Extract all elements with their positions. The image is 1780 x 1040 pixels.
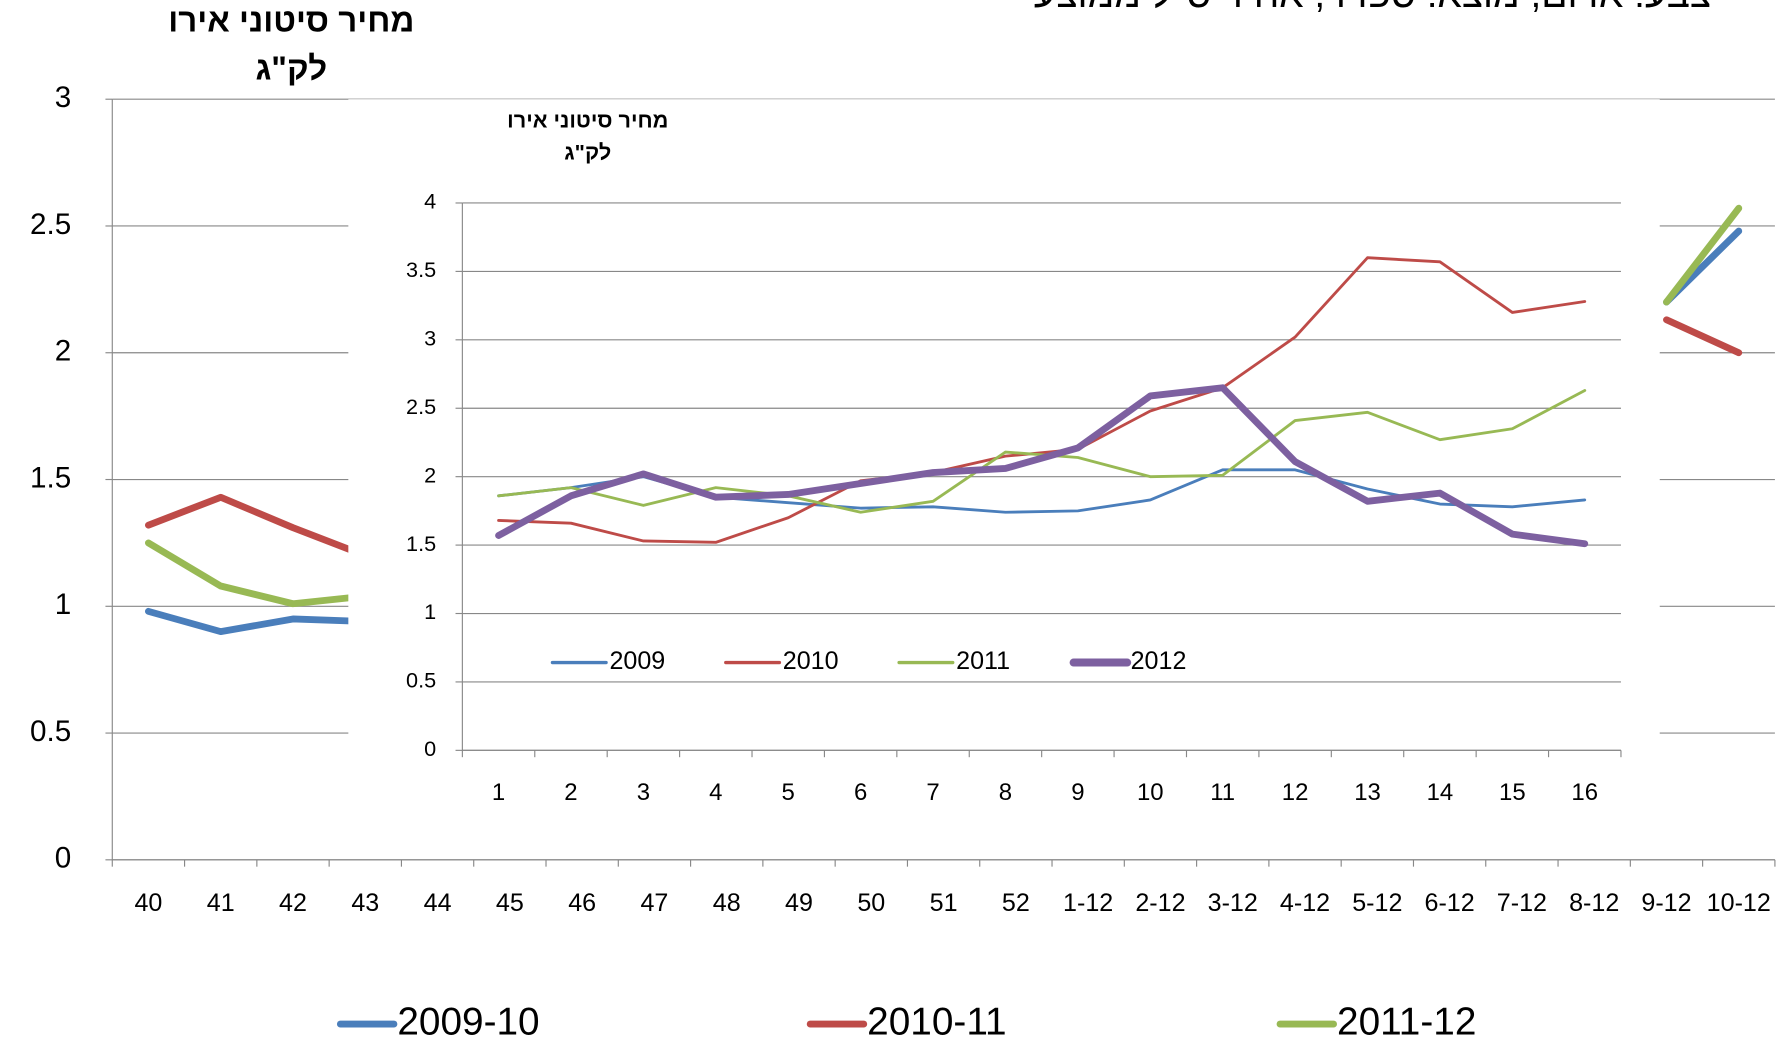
x-tick-label: 47 — [640, 889, 668, 917]
legend-label: 2011 — [956, 647, 1010, 675]
x-tick-label: 43 — [351, 889, 379, 917]
x-tick-label: 15 — [1499, 779, 1526, 806]
y-tick-label: 4 — [424, 189, 436, 214]
x-tick-label: 9-12 — [1641, 889, 1691, 917]
y-tick-label: 3 — [424, 326, 436, 351]
x-tick-label: 13 — [1354, 779, 1381, 806]
y-tick-label: 1.5 — [30, 461, 71, 494]
x-tick-label: 9 — [1071, 779, 1084, 806]
x-tick-label: 7-12 — [1497, 889, 1547, 917]
x-tick-label: 46 — [568, 889, 596, 917]
x-tick-label: 14 — [1427, 779, 1454, 806]
chart-title: מחיר סיטוני אירו — [507, 108, 668, 133]
series-line — [497, 256, 1587, 544]
y-tick-label: 0.5 — [30, 715, 71, 748]
y-tick-label: 2.5 — [30, 208, 71, 241]
x-tick-label: 6-12 — [1425, 889, 1475, 917]
y-tick-label: 1 — [424, 599, 436, 624]
y-tick-label: 2.5 — [406, 394, 436, 419]
legend-label: 2011-12 — [1337, 1000, 1476, 1040]
x-tick-label: 5-12 — [1352, 889, 1402, 917]
chart-title: לק"ג — [255, 50, 327, 87]
x-tick-label: 2 — [564, 779, 577, 806]
x-tick-label: 10 — [1137, 779, 1164, 806]
x-tick-label: 1-12 — [1063, 889, 1113, 917]
x-tick-label: 8-12 — [1569, 889, 1619, 917]
caption: צבע: אדום, מוצא: ספרד, אחיד ס"ל ממוצע — [1034, 0, 1711, 16]
x-tick-label: 16 — [1571, 779, 1598, 806]
inset-chart: 00.511.522.533.541 2 3 4 5 6 7 8 9 10 11 12 13 14 15 16… — [406, 108, 1622, 806]
x-tick-label: 10-12 — [1707, 889, 1771, 917]
x-tick-label: 4-12 — [1280, 889, 1330, 917]
y-tick-label: 1 — [55, 588, 71, 621]
y-tick-label: 3 — [55, 81, 71, 114]
y-tick-label: 0 — [55, 842, 71, 875]
x-tick-label: 48 — [713, 889, 741, 917]
x-tick-label: 8 — [999, 779, 1012, 806]
x-tick-label: 4 — [709, 779, 722, 806]
y-tick-label: 2 — [424, 462, 436, 487]
y-tick-label: 2 — [55, 335, 71, 368]
y-tick-label: 1.5 — [406, 531, 436, 556]
x-tick-label: 2-12 — [1135, 889, 1185, 917]
x-tick-label: 3-12 — [1208, 889, 1258, 917]
series-line — [145, 316, 1743, 559]
x-tick-label: 5 — [782, 779, 795, 806]
x-tick-label: 11 — [1210, 779, 1235, 806]
legend-label: 2010-11 — [867, 1000, 1006, 1040]
legend-label: 2012 — [1131, 647, 1187, 675]
x-tick-label: 50 — [857, 889, 885, 917]
legend-label: 2009-10 — [397, 1000, 539, 1040]
x-tick-label: 49 — [785, 889, 813, 917]
x-tick-label: 41 — [207, 889, 235, 917]
legend-label: 2009 — [609, 647, 665, 675]
x-tick-label: 52 — [1002, 889, 1030, 917]
y-tick-label: 3.5 — [406, 257, 436, 282]
x-tick-label: 12 — [1282, 779, 1309, 806]
x-tick-label: 45 — [496, 889, 524, 917]
x-tick-label: 7 — [926, 779, 939, 806]
x-tick-label: 40 — [134, 889, 162, 917]
x-tick-label: 44 — [424, 889, 452, 917]
series-line — [495, 384, 1589, 548]
x-tick-label: 6 — [854, 779, 867, 806]
x-tick-label: 3 — [637, 779, 650, 806]
chart-title: מחיר סיטוני אירו — [168, 3, 414, 40]
chart-title: לק"ג — [564, 140, 611, 165]
y-tick-label: 0 — [424, 736, 436, 761]
y-tick-label: 0.5 — [406, 668, 436, 693]
series-line — [145, 204, 1743, 608]
legend-label: 2010 — [783, 647, 839, 675]
x-tick-label: 42 — [279, 889, 307, 917]
x-tick-label: 1 — [492, 779, 505, 806]
x-tick-label: 51 — [930, 889, 958, 917]
inset-background — [348, 99, 1660, 822]
